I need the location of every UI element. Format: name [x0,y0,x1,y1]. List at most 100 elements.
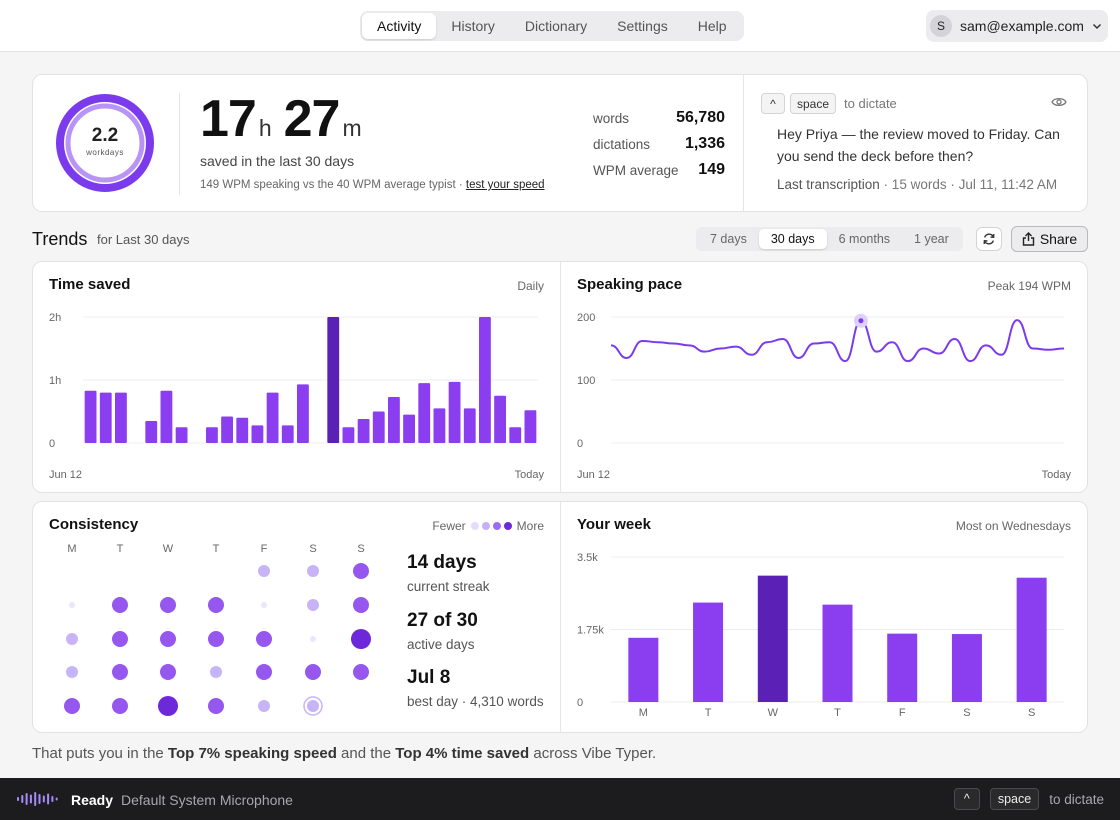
heatmap-day[interactable] [160,631,176,647]
waveform-icon [17,792,58,806]
heatmap-day[interactable] [158,696,178,716]
panel-subtitle: Peak 194 WPM [987,279,1071,293]
time-saved-bar[interactable] [115,392,127,443]
eye-icon[interactable] [1051,95,1067,109]
time-saved-bar[interactable] [160,390,173,443]
time-saved-bar[interactable] [297,384,309,443]
time-saved-bar[interactable] [206,427,218,443]
status-hint-text: to dictate [1049,791,1104,807]
time-saved-bar[interactable] [342,427,355,443]
speaking-pace-chart: 0 100 200 Jun 12 Today [577,312,1071,481]
weekday-bar[interactable] [693,602,724,702]
range-1-year[interactable]: 1 year [914,232,949,246]
microphone-name[interactable]: Default System Microphone [121,792,293,808]
time-saved-bar[interactable] [479,317,491,443]
time-saved-bar[interactable] [281,425,294,443]
heatmap-day[interactable] [208,698,224,714]
x-tick-label: S [1028,707,1035,719]
heatmap-day[interactable] [112,631,128,647]
stat-label: words [593,110,630,126]
heatmap-day[interactable] [66,666,78,678]
heatmap-day[interactable] [160,664,176,680]
time-saved-bar[interactable] [251,425,264,443]
heatmap-day[interactable] [210,666,222,678]
account-menu[interactable]: S sam@example.com [926,10,1108,42]
heatmap-day[interactable] [353,563,369,579]
heatmap-day[interactable] [69,602,75,608]
range-6-months[interactable]: 6 months [838,232,891,246]
heatmap-day[interactable] [208,597,224,613]
weekday-bar[interactable] [951,634,982,702]
time-saved-bar[interactable] [509,427,522,443]
time-saved-bar[interactable] [84,390,97,443]
heatmap-day[interactable] [261,602,267,608]
y-tick-label: 1h [49,375,61,387]
time-saved-total: 17 h 27 m [200,89,374,149]
charts-bottom-card: M T W T F S S Consistency Fewer More 14 days c… [32,501,1088,733]
heatmap-day[interactable] [307,565,319,577]
tab-help[interactable]: Help [697,18,727,34]
heatmap-day[interactable] [64,698,80,714]
time-saved-bar[interactable] [403,414,415,443]
time-saved-bar[interactable] [433,408,446,443]
time-saved-bar[interactable] [99,392,112,443]
tab-settings[interactable]: Settings [617,18,668,34]
heatmap-day[interactable] [256,664,272,680]
weekday-bar[interactable] [628,637,659,702]
heatmap-day[interactable] [160,597,176,613]
range-30-days[interactable]: 30 days [758,229,827,249]
time-saved-bar[interactable] [388,397,400,443]
peak-marker[interactable] [858,318,864,324]
refresh-button[interactable] [976,227,1002,251]
range-7-days[interactable]: 7 days [710,232,747,246]
panel-title: Time saved [49,276,131,293]
heatmap-day[interactable] [351,629,371,649]
heatmap-day[interactable] [66,633,78,645]
heatmap-day[interactable] [307,700,319,712]
time-saved-bar[interactable] [448,381,461,443]
time-saved-bar[interactable] [524,410,537,443]
time-saved-bar[interactable] [145,420,158,443]
heatmap-day[interactable] [310,636,316,642]
heatmap-day[interactable] [256,631,272,647]
streak-value: 27 of 30 [407,610,478,631]
y-tick-label: 0 [577,697,583,709]
your-week-panel: 0 1.75k 3.5k M T W T F S S Your week Most on Wedn… [561,502,1087,732]
divider [560,262,561,492]
account-email: sam@example.com [960,18,1084,34]
heatmap-day[interactable] [258,565,270,577]
time-saved-bar[interactable] [357,419,370,443]
share-label: Share [1039,231,1078,247]
heatmap-day[interactable] [112,597,128,613]
heatmap-day[interactable] [208,631,224,647]
heatmap-day[interactable] [353,664,369,680]
heatmap-day[interactable] [353,597,369,613]
time-saved-bar[interactable] [236,417,249,443]
time-saved-bar[interactable] [418,383,431,443]
time-saved-bar[interactable] [221,416,233,443]
your-week-chart: 0 1.75k 3.5k M T W T F S S [577,552,1064,719]
heatmap-legend: Fewer More [432,519,544,533]
heatmap-day[interactable] [258,700,270,712]
tab-activity[interactable]: Activity [362,13,437,39]
weekday-bar[interactable] [822,604,853,702]
tab-history[interactable]: History [451,18,495,34]
weekday-bar[interactable] [757,575,788,702]
heatmap-day[interactable] [112,664,128,680]
space-key: space [790,93,837,114]
test-speed-link[interactable]: test your speed [465,179,545,191]
time-saved-bar[interactable] [494,395,506,443]
time-saved-bar[interactable] [327,317,340,443]
time-saved-bar[interactable] [175,427,188,443]
weekday-bar[interactable] [1016,577,1047,702]
heatmap-day[interactable] [305,664,321,680]
time-saved-bar[interactable] [463,408,476,443]
time-saved-bar[interactable] [266,392,279,443]
time-saved-bar[interactable] [372,411,385,444]
tab-dictionary[interactable]: Dictionary [524,18,588,34]
workdays-unit: workdays [86,148,124,157]
weekday-bar[interactable] [887,633,918,702]
heatmap-day[interactable] [307,599,319,611]
share-button[interactable]: Share [1011,226,1088,252]
heatmap-day[interactable] [112,698,128,714]
